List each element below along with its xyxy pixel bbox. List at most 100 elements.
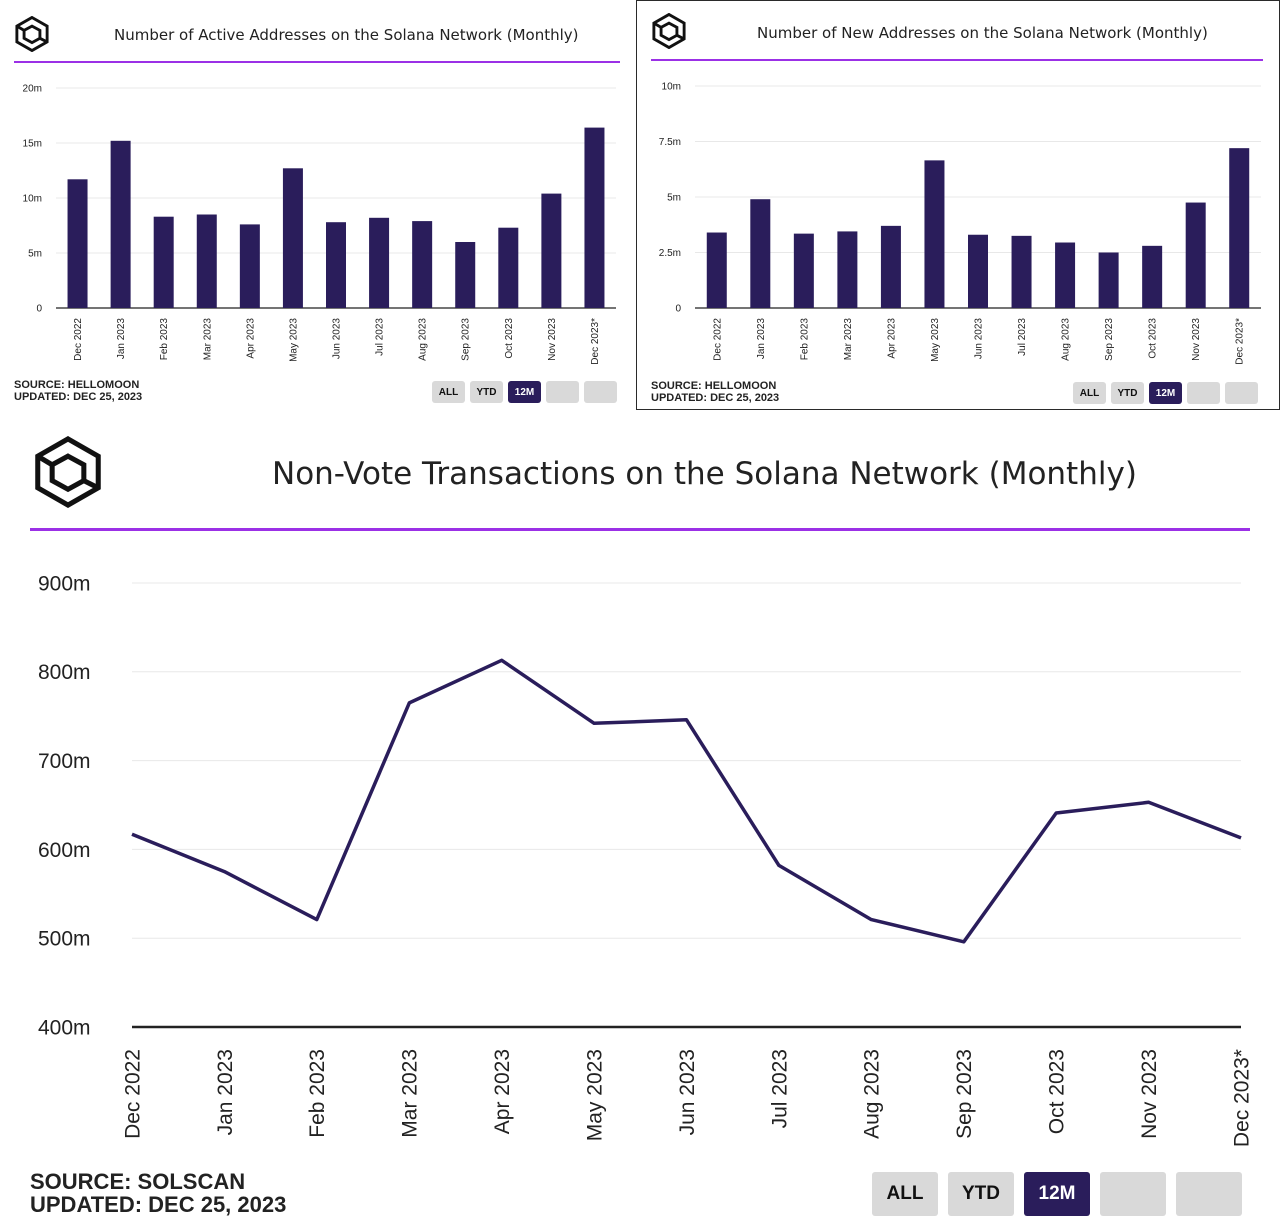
y-tick-label: 15m [23,139,42,150]
range-all-button[interactable]: ALL [432,381,465,403]
updated-text: UPDATED: DEC 25, 2023 [30,1192,287,1218]
x-tick-label: Nov 2023 [1138,1049,1161,1139]
active-addresses-chart: 0 5m 10m 15m 20m Dec 2022 Jan 2023 Feb 2023 Mar … [23,84,616,365]
x-tick-label: Oct 2023 [1046,1049,1069,1134]
title-divider [14,61,620,63]
range-blank-button-2[interactable] [584,381,617,403]
bar [1142,245,1163,308]
range-all-button[interactable]: ALL [872,1172,938,1216]
x-tick-label: Jun 2023 [332,318,343,360]
x-tick-label: May 2023 [288,318,299,362]
bar [584,127,605,308]
source-text: SOURCE: HELLOMOON [14,379,140,391]
y-tick-label: 0 [36,304,42,315]
x-tick-label: Jan 2023 [116,318,127,360]
bar [110,140,131,308]
x-tick-label: Dec 2022 [73,318,84,361]
x-tick-label: Dec 2022 [712,318,723,361]
bar [924,160,945,308]
range-blank-button-1[interactable] [1100,1172,1166,1216]
range-blank-button-2[interactable] [1225,382,1258,404]
source-note: SOURCE: HELLOMOON UPDATED: DEC 25, 2023 [14,379,142,403]
updated-text: UPDATED: DEC 25, 2023 [651,391,780,404]
bar [750,199,771,308]
y-tick-label: 7.5m [659,137,681,148]
bar [282,168,303,308]
bar [326,222,346,308]
source-text: SOURCE: HELLOMOON [651,380,777,392]
non-vote-transactions-chart: 400m 500m 600m 700m 800m 900m Dec 2022 Jan 2023… [38,572,1253,1147]
x-tick-label: Aug 2023 [1061,318,1072,361]
x-tick-label: Jan 2023 [756,318,767,360]
y-tick-label: 600m [38,839,91,862]
x-tick-label: Aug 2023 [418,318,429,361]
x-tick-label: Mar 2023 [843,318,854,361]
x-tick-label: Jun 2023 [974,318,985,360]
range-12m-button[interactable]: 12M [508,381,541,403]
x-tick-label: May 2023 [583,1049,606,1141]
x-tick-label: Sep 2023 [461,318,472,361]
y-tick-label: 900m [38,572,91,595]
bar [412,221,433,308]
non-vote-transactions-panel: Non-Vote Transactions on the Solana Netw… [0,418,1280,1229]
bar [239,224,260,308]
range-ytd-button[interactable]: YTD [1111,382,1144,404]
x-tick-label: May 2023 [930,318,941,362]
range-blank-button-1[interactable] [1187,382,1220,404]
block-logo-icon [652,13,686,49]
x-tick-label: Apr 2023 [245,318,256,359]
y-tick-label: 0 [675,304,681,315]
range-ytd-button[interactable]: YTD [948,1172,1014,1216]
x-tick-label: Nov 2023 [1191,318,1202,361]
bar [196,214,217,308]
y-tick-label: 2.5m [659,248,681,259]
x-tick-label: Oct 2023 [504,318,515,359]
range-ytd-button[interactable]: YTD [470,381,503,403]
bar [837,231,858,308]
x-tick-label: Jun 2023 [676,1049,699,1135]
x-tick-label: Jan 2023 [214,1049,237,1135]
x-tick-label: Jul 2023 [1017,318,1028,356]
bar [706,232,727,308]
y-tick-label: 400m [38,1016,91,1039]
y-tick-label: 5m [667,193,681,204]
bar [1229,148,1250,308]
new-addresses-panel: Number of New Addresses on the Solana Ne… [636,0,1280,410]
title-divider [30,528,1250,531]
chart-title: Number of New Addresses on the Solana Ne… [757,24,1208,42]
y-tick-label: 20m [23,84,42,95]
range-all-button[interactable]: ALL [1073,382,1106,404]
bar [153,216,174,308]
x-tick-label: Dec 2023* [1235,318,1246,365]
x-tick-label: Jul 2023 [375,318,386,356]
range-blank-button-1[interactable] [546,381,579,403]
bar [1098,252,1119,308]
y-tick-label: 10m [662,82,681,93]
bar [968,234,988,308]
bar [1011,235,1032,308]
x-tick-label: Dec 2022 [121,1049,144,1139]
x-tick-label: Mar 2023 [202,318,213,361]
x-tick-label: Sep 2023 [953,1049,976,1139]
series-line [131,658,1242,944]
bar [880,225,901,308]
chart-title: Number of Active Addresses on the Solana… [114,26,579,44]
x-tick-label: Dec 2023* [1230,1049,1253,1147]
y-tick-label: 5m [28,249,42,260]
range-12m-button[interactable]: 12M [1149,382,1182,404]
x-tick-label: Mar 2023 [399,1049,422,1138]
x-tick-label: Apr 2023 [491,1049,514,1134]
x-tick-label: Feb 2023 [799,318,810,361]
range-blank-button-2[interactable] [1176,1172,1242,1216]
y-tick-label: 700m [38,750,91,773]
new-addresses-chart: 0 2.5m 5m 7.5m 10m Dec 2022 Jan 2023 Feb 2023 Ma… [659,82,1261,365]
x-tick-label: Feb 2023 [306,1049,329,1138]
bar [67,179,88,308]
y-tick-label: 800m [38,661,91,684]
block-logo-icon [35,436,101,508]
chart-title: Non-Vote Transactions on the Solana Netw… [272,456,1137,492]
bar [793,233,814,308]
source-note: SOURCE: SOLSCAN UPDATED: DEC 25, 2023 [30,1170,286,1216]
range-12m-button[interactable]: 12M [1024,1172,1090,1216]
x-tick-label: Aug 2023 [861,1049,884,1139]
